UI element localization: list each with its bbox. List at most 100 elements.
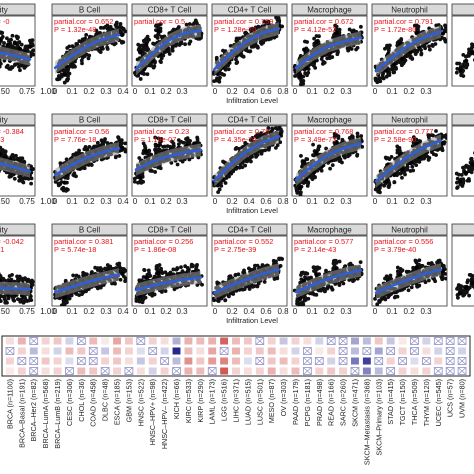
- cloud-dot: [425, 154, 430, 159]
- cloud-dot: [443, 24, 447, 29]
- cloud-dot: [119, 138, 124, 143]
- cloud-dot: [274, 16, 278, 20]
- cloud-dot: [79, 58, 84, 63]
- cloud-dot: [467, 166, 472, 171]
- strip-label: B Cell: [79, 226, 101, 235]
- data-point: [458, 67, 463, 72]
- cloud-dot: [346, 46, 351, 51]
- plot-area: [212, 256, 285, 304]
- data-point: [470, 50, 474, 55]
- cloud-dot: [10, 153, 15, 158]
- cloud-dot: [254, 154, 258, 159]
- data-point: [384, 68, 389, 73]
- x-tick-label: 0.2: [323, 87, 335, 96]
- cloud-dot: [159, 137, 164, 141]
- x-axis-title: Infiltration Level: [226, 96, 278, 105]
- x-tick-label: 0: [53, 197, 58, 206]
- cloud-dot: [457, 172, 461, 177]
- cloud-dot: [7, 274, 12, 278]
- cloud-dot: [19, 42, 24, 47]
- x-tick-label: 0.2: [226, 87, 238, 96]
- partial-cor-label: partial.cor = 0.777: [374, 127, 433, 136]
- strip-header: [131, 113, 208, 126]
- trend-line: [294, 142, 363, 182]
- p-value-label: P = 2.58e-90: [374, 135, 416, 144]
- trend-line: [134, 29, 203, 71]
- cloud-dot: [13, 62, 17, 67]
- cloud-dot: [139, 278, 144, 283]
- cloud-dot: [385, 156, 390, 160]
- cloud-dot: [266, 130, 270, 135]
- cloud-dot: [165, 144, 170, 149]
- scatter-row-1: Puritypartial.cor = -0B Cellpartial.cor …: [0, 3, 474, 105]
- cloud-dot: [414, 163, 419, 168]
- cloud-dot: [226, 67, 231, 72]
- cloud-dot: [95, 140, 100, 145]
- cloud-dot: [77, 148, 81, 153]
- x-tick-label: 0: [133, 87, 138, 96]
- cloud-dot: [233, 147, 238, 151]
- cloud-dot: [123, 141, 127, 146]
- cloud-dot: [427, 44, 431, 49]
- cloud-dot: [142, 144, 147, 148]
- strip-label: CD8+ T Cell: [148, 226, 192, 235]
- data-point: [156, 143, 161, 148]
- cloud-dot: [442, 36, 447, 41]
- cloud-dot: [253, 25, 258, 30]
- cloud-dot: [440, 146, 444, 150]
- cloud-dot: [184, 137, 188, 141]
- data-point: [62, 180, 67, 185]
- cloud-dot: [12, 45, 17, 50]
- x-tick-label: 0.3: [100, 197, 112, 206]
- cloud-dot: [151, 41, 156, 46]
- cloud-dot: [81, 290, 86, 294]
- x-tick-label: 0: [133, 197, 138, 206]
- cloud-dot: [118, 277, 123, 282]
- p-value-label: P = 4.35e-76: [214, 135, 256, 144]
- cloud-dot: [381, 76, 385, 80]
- cloud-dot: [347, 27, 352, 32]
- x-tick-label: 0: [373, 87, 378, 96]
- cloud-dot: [89, 163, 94, 167]
- data-point: [144, 275, 149, 280]
- cloud-dot: [85, 272, 89, 277]
- p-value-label: P = 4.12e-52: [294, 25, 336, 34]
- cloud-dot: [461, 74, 466, 78]
- data-point: [62, 295, 67, 300]
- cloud-dot: [99, 25, 103, 30]
- confidence-band: [214, 22, 279, 76]
- strip-header: [211, 223, 288, 236]
- x-tick-label: 0.3: [420, 197, 432, 206]
- strip-label: Macrophage: [307, 116, 352, 125]
- strip-label: Purity: [0, 6, 8, 15]
- cloud-dot: [73, 64, 77, 69]
- data-point: [120, 145, 125, 150]
- cloud-dot: [443, 29, 447, 34]
- strip-label: CD4+ T Cell: [228, 226, 272, 235]
- x-tick-label: 0.1: [144, 197, 156, 206]
- cloud-dot: [423, 46, 427, 51]
- cloud-dot: [464, 163, 469, 168]
- cloud-dot: [181, 140, 186, 145]
- cloud-dot: [332, 132, 337, 136]
- cloud-dot: [178, 40, 183, 45]
- cloud-dot: [317, 144, 322, 149]
- cloud-dot: [159, 60, 163, 65]
- data-point: [302, 47, 307, 52]
- cloud-dot: [5, 65, 10, 70]
- cloud-dot: [68, 292, 73, 297]
- cloud-dot: [114, 21, 119, 26]
- x-tick-label: 0.1: [144, 87, 156, 96]
- cloud-dot: [256, 25, 261, 29]
- cloud-dot: [240, 161, 245, 165]
- cloud-dot: [414, 137, 419, 142]
- cloud-dot: [22, 159, 26, 164]
- data-point: [458, 179, 463, 184]
- cloud-dot: [12, 298, 17, 303]
- x-tick-label: 0.4: [243, 87, 255, 96]
- data-point: [17, 46, 23, 52]
- cloud-dot: [156, 24, 160, 29]
- cloud-dot: [70, 63, 75, 67]
- data-point: [144, 42, 149, 47]
